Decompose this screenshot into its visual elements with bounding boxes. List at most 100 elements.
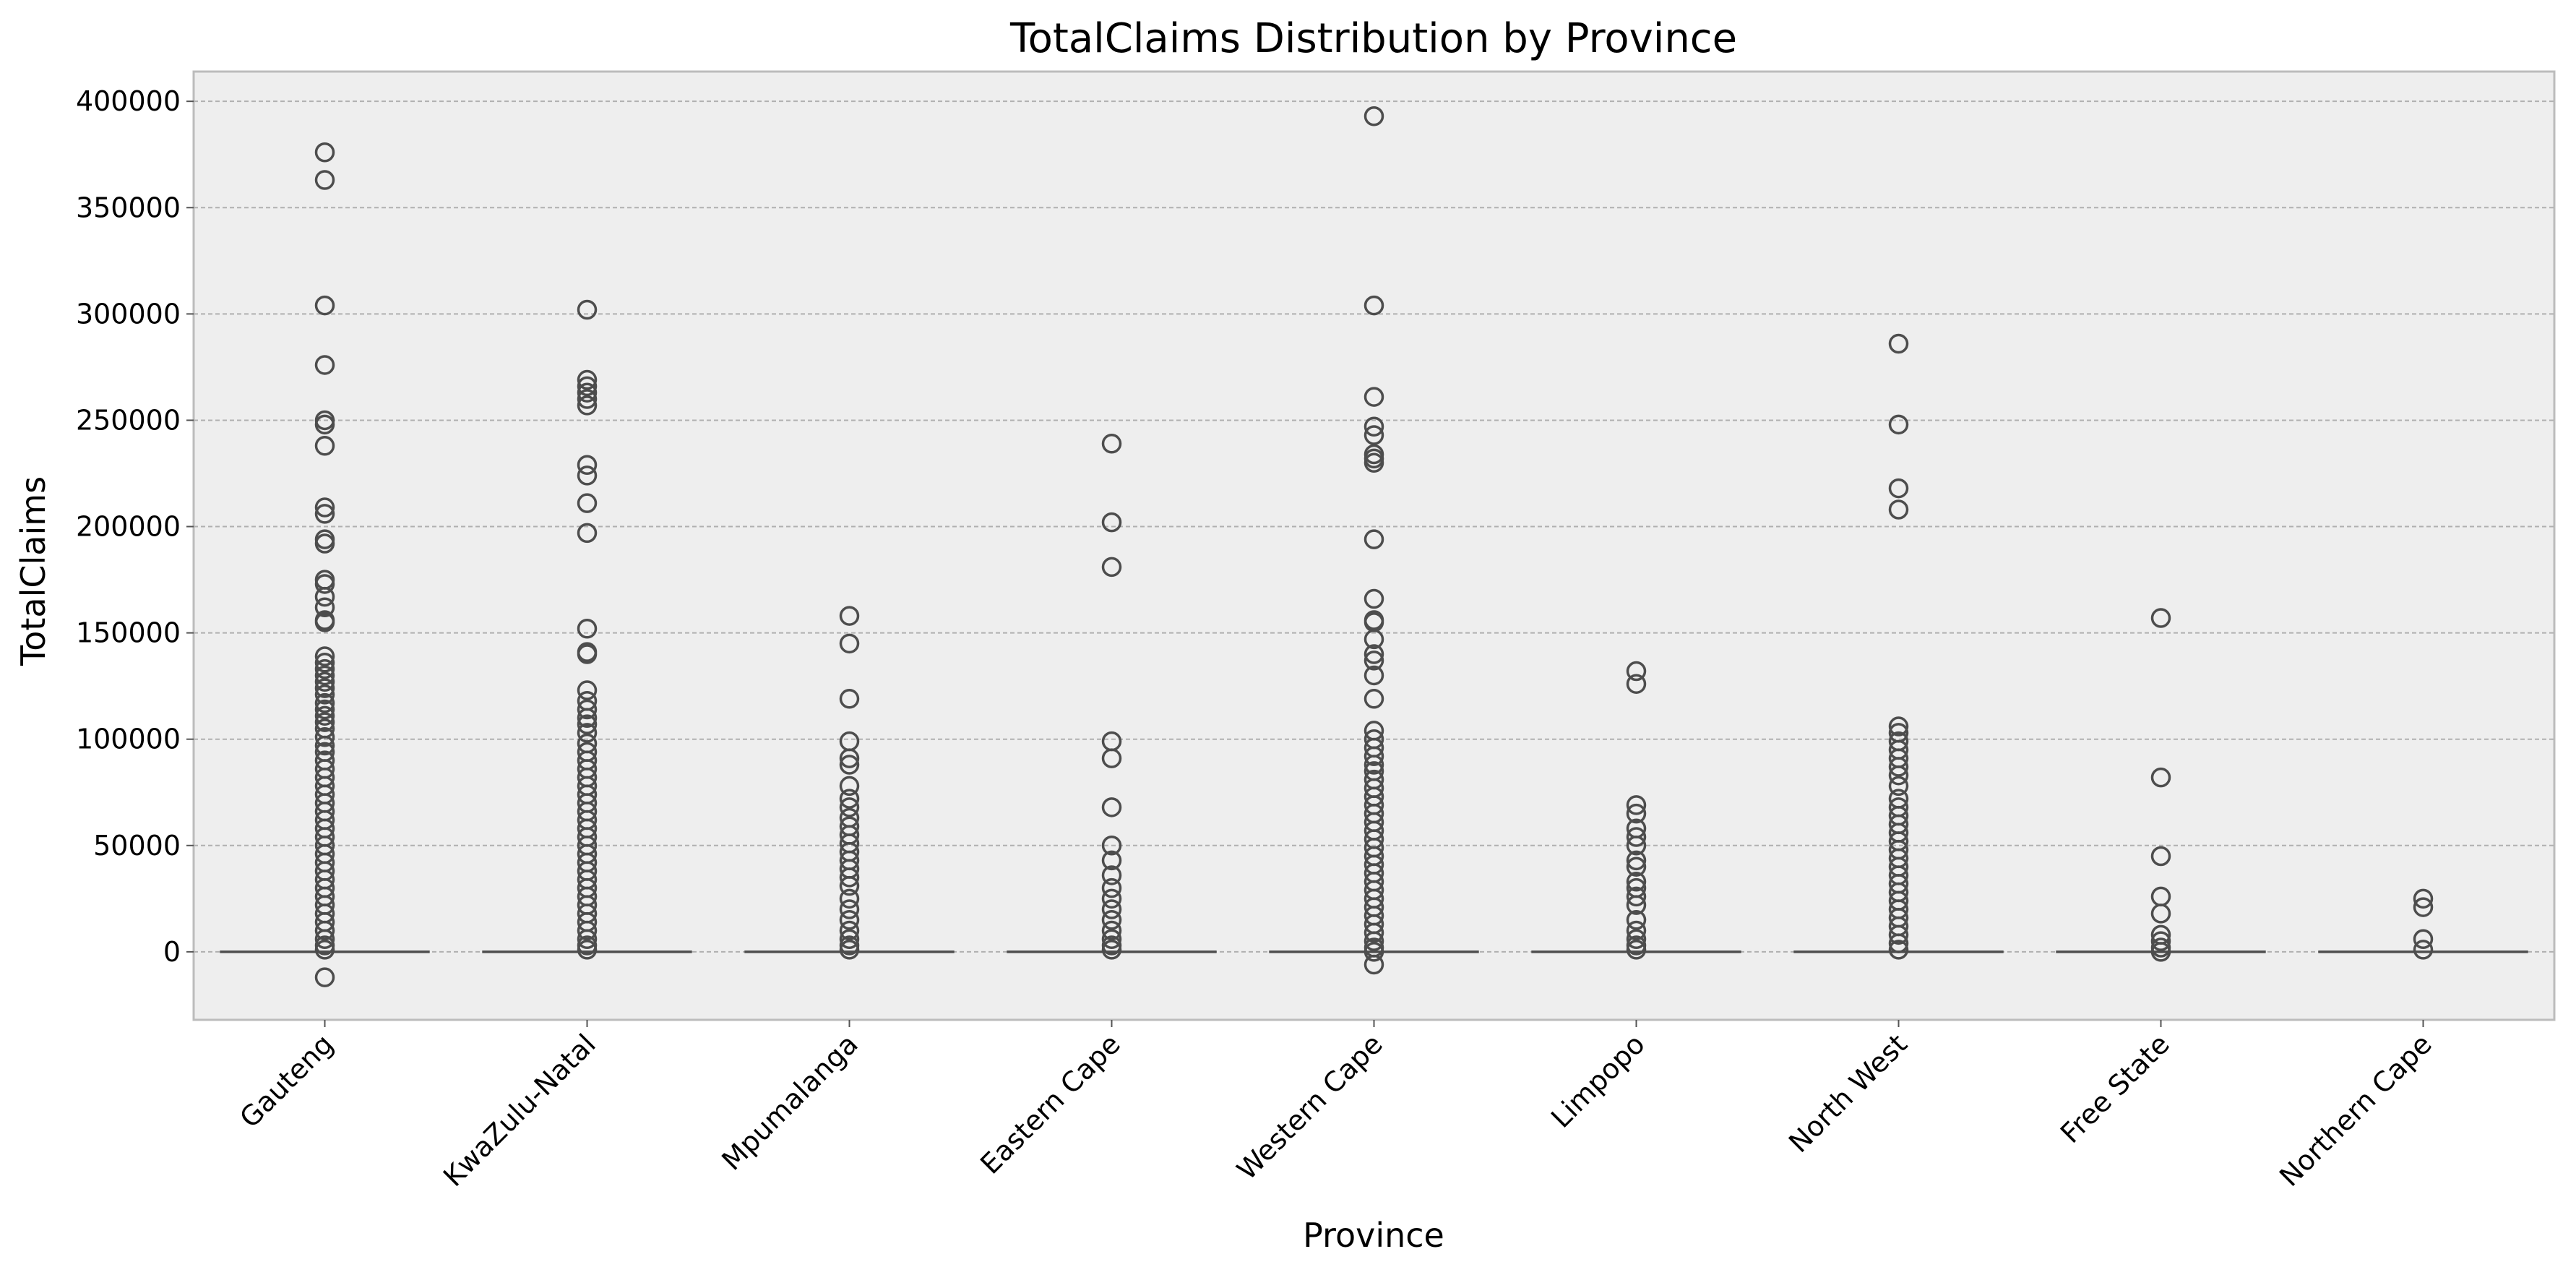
outlier-point <box>314 692 335 713</box>
outlier-point <box>314 727 335 747</box>
outlier-point <box>1888 940 1909 960</box>
outlier-point <box>1364 651 1384 671</box>
outlier-point <box>1888 924 1909 945</box>
outlier-point <box>839 929 860 949</box>
outlier-point <box>1626 929 1647 949</box>
y-tick-label: 100000 <box>76 724 181 755</box>
outlier-point <box>314 646 335 666</box>
outlier-point <box>1101 512 1122 533</box>
outlier-point <box>314 597 335 618</box>
outlier-point <box>577 455 598 475</box>
outlier-point <box>314 586 335 607</box>
outlier-point <box>2413 888 2434 909</box>
outlier-point <box>314 665 335 686</box>
outlier-point <box>314 671 335 692</box>
outlier-point <box>839 797 860 817</box>
outlier-point <box>314 712 335 732</box>
outlier-point <box>1626 795 1647 815</box>
outlier-point <box>314 929 335 949</box>
box-limpopo <box>1531 661 1741 960</box>
y-tick-label: 50000 <box>93 830 181 862</box>
box-mpumalanga <box>744 606 955 960</box>
outlier-point <box>839 776 860 797</box>
y-tick-label: 200000 <box>76 511 181 543</box>
x-tick-label: Mpumalanga <box>715 1028 864 1177</box>
outlier-point <box>2413 897 2434 917</box>
outlier-point <box>839 899 860 919</box>
outlier-point <box>1364 452 1384 473</box>
outlier-point <box>839 789 860 809</box>
outlier-point <box>577 299 598 320</box>
y-tick-label: 300000 <box>76 298 181 330</box>
box-northern-cape <box>2318 888 2528 960</box>
box-kwazulu-natal <box>482 299 692 960</box>
x-tick-label: Eastern Cape <box>974 1028 1127 1180</box>
x-tick-label: Gauteng <box>233 1028 340 1134</box>
outlier-point <box>2150 846 2171 867</box>
outlier-point <box>577 369 598 390</box>
outlier-point <box>1364 922 1384 943</box>
outlier-point <box>314 658 335 679</box>
outlier-point <box>314 533 335 554</box>
outlier-point <box>314 295 335 316</box>
outlier-point <box>577 376 598 397</box>
outlier-point <box>2150 942 2171 962</box>
outlier-point <box>839 633 860 654</box>
outlier-point <box>1364 755 1384 775</box>
outlier-point <box>577 389 598 409</box>
outlier-point <box>2150 903 2171 924</box>
outlier-point <box>1888 716 1909 737</box>
outlier-point <box>1888 933 1909 953</box>
outlier-point <box>1101 929 1122 949</box>
outlier-point <box>839 689 860 709</box>
outlier-point <box>314 355 335 375</box>
outlier-point <box>577 929 598 949</box>
outlier-point <box>839 606 860 626</box>
x-tick-label: Free State <box>2054 1028 2176 1149</box>
y-axis: 0 50000 100000 150000 200000 250000 300000 3500… <box>76 85 194 968</box>
outlier-point <box>577 523 598 544</box>
outlier-point <box>839 920 860 941</box>
chart-title: TotalClaims Distribution by Province <box>1009 15 1737 62</box>
x-axis: Gauteng KwaZulu-Natal Mpumalanga Eastern Ca… <box>233 1020 2438 1193</box>
outlier-point <box>2413 929 2434 949</box>
outlier-point <box>1888 757 1909 777</box>
x-tick-label: Western Cape <box>1231 1028 1389 1186</box>
outlier-point <box>1101 865 1122 885</box>
outlier-point <box>577 940 598 960</box>
outlier-point <box>1101 797 1122 817</box>
outlier-point <box>314 435 335 456</box>
outlier-point <box>1626 920 1647 941</box>
outlier-point <box>314 684 335 705</box>
outlier-point <box>577 493 598 513</box>
outlier-point <box>1364 942 1384 962</box>
outlier-point <box>2150 931 2171 951</box>
outlier-point <box>1364 106 1384 126</box>
outlier-point <box>839 940 860 960</box>
outlier-point <box>2413 940 2434 960</box>
outlier-point <box>577 714 598 734</box>
outlier-point <box>1626 872 1647 892</box>
outlier-point <box>839 888 860 909</box>
outlier-point <box>314 653 335 673</box>
box-north-west <box>1793 333 2004 960</box>
outlier-point <box>1364 416 1384 437</box>
outlier-point <box>1364 746 1384 766</box>
outlier-point <box>839 909 860 930</box>
outlier-point <box>1364 931 1384 951</box>
outlier-point <box>1101 850 1122 871</box>
outlier-point <box>839 875 860 896</box>
outlier-point <box>1626 886 1647 907</box>
outlier-point <box>1364 387 1384 407</box>
outlier-point <box>1101 888 1122 909</box>
box-eastern-cape <box>1007 434 1217 960</box>
boxes <box>220 106 2528 987</box>
outlier-point <box>1101 748 1122 768</box>
outlier-point <box>1364 689 1384 709</box>
outlier-point <box>1101 909 1122 930</box>
outlier-point <box>1364 425 1384 445</box>
outlier-point <box>1626 661 1647 682</box>
outlier-point <box>1364 588 1384 609</box>
outlier-point <box>314 414 335 435</box>
outlier-point <box>1364 665 1384 686</box>
